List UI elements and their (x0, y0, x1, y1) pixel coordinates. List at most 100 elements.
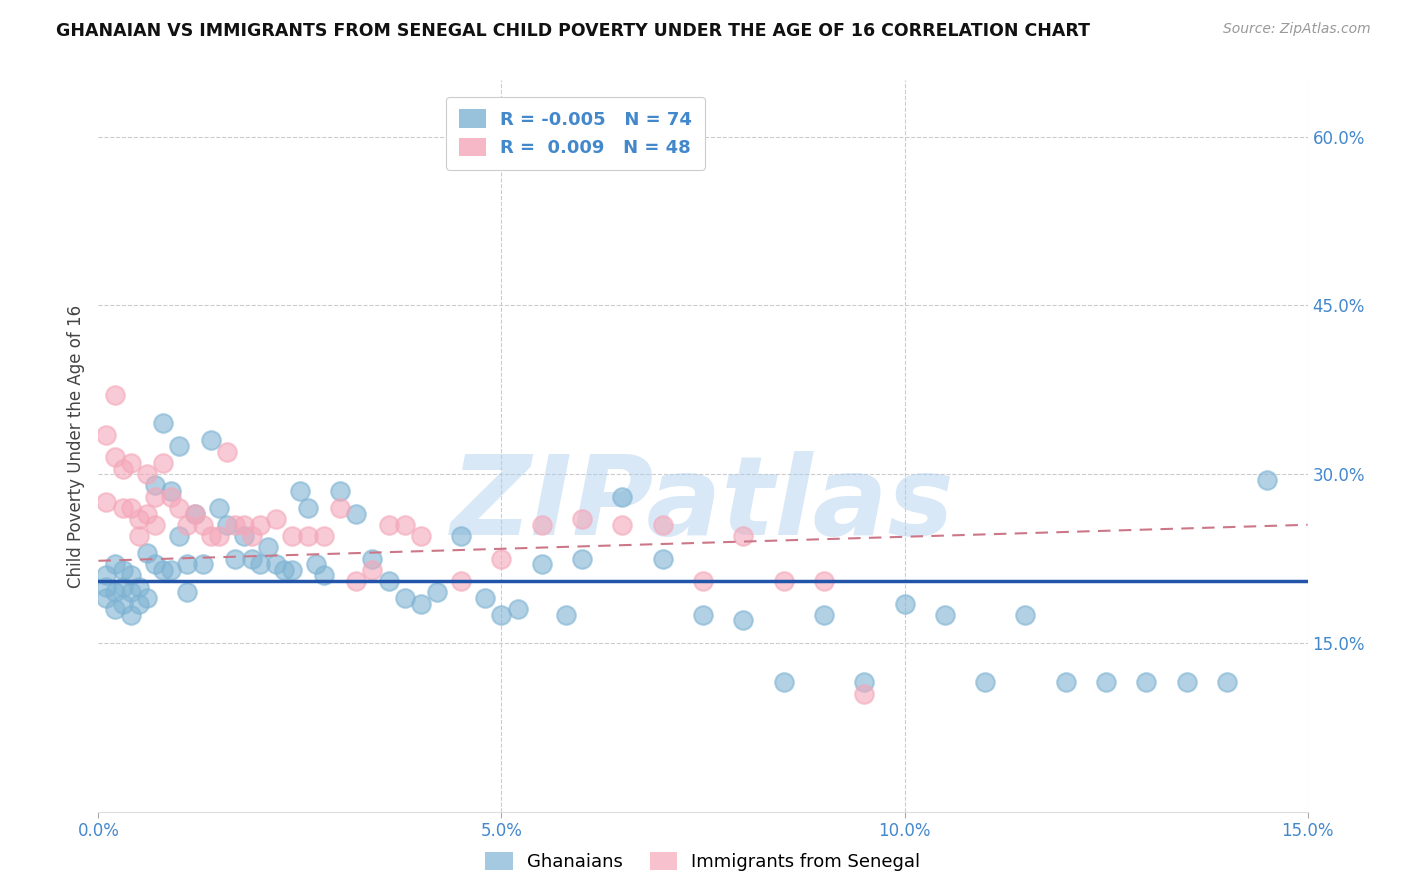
Legend: R = -0.005   N = 74, R =  0.009   N = 48: R = -0.005 N = 74, R = 0.009 N = 48 (446, 96, 704, 169)
Point (232, 529, 254, 543)
Point (232, 517, 254, 532)
Point (651, 517, 673, 532)
Point (128, 512, 150, 526)
Point (264, 557, 287, 571)
Point (152, 456, 174, 470)
Point (297, 500, 319, 515)
Point (305, 557, 328, 571)
Point (143, 517, 166, 532)
Point (111, 461, 134, 475)
Point (450, 574, 472, 588)
Point (1256, 473, 1278, 487)
Point (96, 427, 118, 442)
Point (651, 551, 673, 566)
Point (491, 607, 513, 622)
Point (934, 607, 956, 622)
Point (813, 574, 835, 588)
Point (120, 585, 142, 599)
Point (281, 563, 304, 577)
Point (240, 551, 263, 566)
Point (612, 517, 634, 532)
Point (111, 500, 134, 515)
Point (240, 529, 263, 543)
Point (249, 517, 271, 532)
Point (208, 529, 231, 543)
Point (409, 597, 432, 611)
Point (135, 507, 157, 521)
Point (176, 517, 198, 532)
Point (103, 602, 125, 616)
Point (288, 483, 311, 498)
Point (692, 607, 714, 622)
Point (1135, 675, 1157, 690)
Point (128, 580, 150, 594)
Point (264, 512, 287, 526)
Point (103, 450, 125, 465)
Point (733, 614, 755, 628)
Point (1095, 675, 1118, 690)
Point (329, 483, 352, 498)
Point (474, 591, 496, 605)
Point (217, 517, 239, 532)
Point (128, 529, 150, 543)
Point (853, 687, 876, 701)
Point (200, 434, 222, 448)
Point (394, 591, 416, 605)
Point (103, 557, 125, 571)
Point (249, 557, 271, 571)
Point (193, 517, 215, 532)
Point (167, 439, 190, 453)
Point (772, 675, 794, 690)
Point (143, 557, 166, 571)
Point (361, 563, 384, 577)
Point (208, 500, 231, 515)
Point (314, 529, 336, 543)
Point (152, 417, 174, 431)
Point (256, 541, 278, 555)
Point (297, 529, 319, 543)
Point (1014, 607, 1036, 622)
Point (120, 568, 142, 582)
Point (377, 574, 399, 588)
Point (1054, 675, 1077, 690)
Point (450, 529, 472, 543)
Point (176, 585, 198, 599)
Point (120, 607, 142, 622)
Point (184, 507, 207, 521)
Text: GHANAIAN VS IMMIGRANTS FROM SENEGAL CHILD POVERTY UNDER THE AGE OF 16 CORRELATIO: GHANAIAN VS IMMIGRANTS FROM SENEGAL CHIL… (56, 22, 1090, 40)
Point (143, 478, 166, 492)
Point (96, 591, 118, 605)
Point (893, 597, 915, 611)
Point (506, 602, 529, 616)
Point (974, 675, 997, 690)
Point (555, 607, 578, 622)
Point (160, 563, 183, 577)
Point (1216, 675, 1239, 690)
Point (120, 456, 142, 470)
Point (409, 529, 432, 543)
Point (128, 597, 150, 611)
Point (692, 574, 714, 588)
Text: ZIPatlas: ZIPatlas (451, 451, 955, 558)
Point (1175, 675, 1198, 690)
Point (193, 557, 215, 571)
Point (344, 507, 367, 521)
Point (612, 490, 634, 504)
Point (571, 551, 593, 566)
Point (111, 580, 134, 594)
Y-axis label: Child Poverty Under the Age of 16: Child Poverty Under the Age of 16 (66, 304, 84, 588)
Point (96, 568, 118, 582)
Point (377, 517, 399, 532)
Point (184, 507, 207, 521)
Point (224, 517, 246, 532)
Point (176, 557, 198, 571)
Point (135, 467, 157, 482)
Point (103, 388, 125, 402)
Point (160, 483, 183, 498)
Point (120, 500, 142, 515)
Point (111, 563, 134, 577)
Point (167, 500, 190, 515)
Point (344, 574, 367, 588)
Point (143, 490, 166, 504)
Point (200, 529, 222, 543)
